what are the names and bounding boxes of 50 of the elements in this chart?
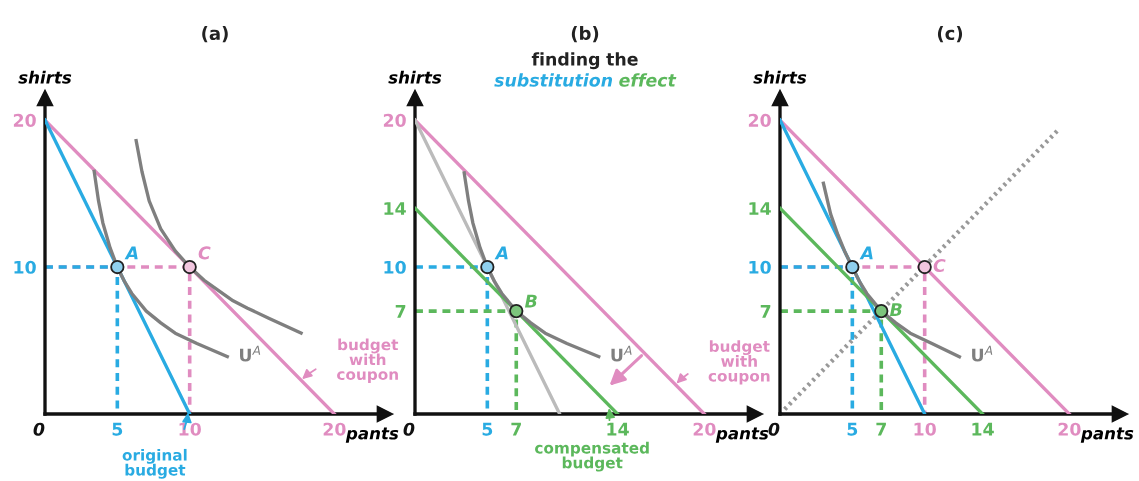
x-tick-label: 5 xyxy=(112,422,123,436)
x-axis-title: pants xyxy=(345,427,399,443)
y-tick-label: 10 xyxy=(749,260,771,274)
y-axis-title: shirts xyxy=(388,70,442,84)
annotation: budget with coupon xyxy=(708,340,770,385)
x-axis-title: pants xyxy=(1080,427,1134,443)
y-tick-label: 7 xyxy=(395,305,406,318)
y-tick-label: 14 xyxy=(749,202,771,215)
annotation: compensated budget xyxy=(535,441,649,472)
annotation: U$^{A}$ xyxy=(972,345,993,362)
chart-subtitle: finding the substitution effect xyxy=(494,52,677,87)
y-tick-label: 20 xyxy=(748,113,771,127)
x-tick-label: 7 xyxy=(511,422,521,436)
x-tick-label: 0 xyxy=(403,422,415,436)
chart-title: (b) xyxy=(571,26,599,43)
chart-title: (c) xyxy=(937,26,963,43)
annotation: C xyxy=(933,258,946,273)
annotation: B xyxy=(524,294,537,308)
line-series xyxy=(462,171,601,359)
x-tick-label: 0 xyxy=(768,422,780,436)
y-tick-label: 7 xyxy=(760,305,771,318)
y-tick-label: 14 xyxy=(384,202,406,215)
y-axis-title: shirts xyxy=(18,70,72,84)
annotation: A xyxy=(859,246,873,260)
x-tick-label: 5 xyxy=(482,422,493,436)
x-tick-label: 14 xyxy=(607,422,629,436)
chart-title: (a) xyxy=(202,26,228,43)
x-tick-label: 10 xyxy=(179,422,201,436)
x-tick-label: 5 xyxy=(847,422,858,436)
x-tick-label: 7 xyxy=(876,422,886,436)
x-tick-label: 20 xyxy=(323,422,346,436)
line-series xyxy=(92,169,229,359)
annotation: budget with coupon xyxy=(337,338,399,383)
annotation: original budget xyxy=(122,448,187,479)
line-series xyxy=(821,181,962,359)
annotation: A xyxy=(494,246,508,260)
annotation: A xyxy=(124,246,138,260)
annotation: C xyxy=(198,246,211,260)
y-tick-label: 20 xyxy=(383,113,406,127)
x-tick-label: 20 xyxy=(693,422,716,436)
y-axis-title: shirts xyxy=(753,70,807,84)
x-tick-label: 0 xyxy=(33,422,45,436)
x-tick-label: 14 xyxy=(972,422,994,436)
annotation: U$^{A}$ xyxy=(611,345,632,362)
x-tick-label: 10 xyxy=(914,422,936,436)
x-tick-label: 20 xyxy=(1058,422,1081,436)
annotation: U$^{A}$ xyxy=(240,345,261,362)
annotation: B xyxy=(889,303,902,316)
y-tick-label: 10 xyxy=(384,260,406,274)
x-axis-title: pants xyxy=(715,427,769,443)
